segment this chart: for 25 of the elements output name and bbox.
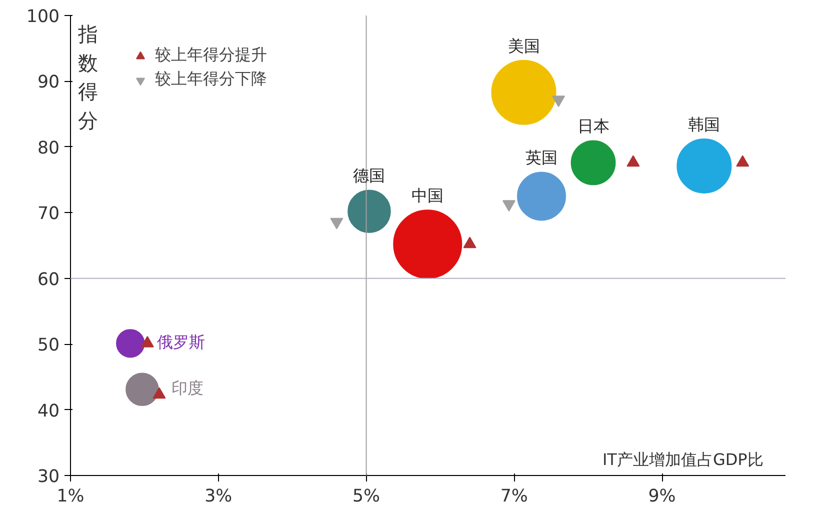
x-axis-title: IT产业增加值占GDP比 xyxy=(602,450,764,469)
series-label: 韩国 xyxy=(688,114,720,134)
y-tick-label: 80 xyxy=(37,138,60,158)
y-tick-label: 50 xyxy=(37,336,60,356)
y-tick-label: 40 xyxy=(37,401,60,422)
legend-label: 较上年得分提升 xyxy=(155,45,267,66)
x-tick-label: 5% xyxy=(352,486,380,506)
series-label: 印度 xyxy=(171,378,204,398)
y-tick-label: 70 xyxy=(37,204,60,224)
y-tick-label: 60 xyxy=(37,270,60,290)
series-label: 中国 xyxy=(412,186,444,206)
y-tick-label: 90 xyxy=(37,72,60,93)
x-tick-label: 3% xyxy=(204,486,232,506)
y-axis-title: 指数得分 xyxy=(76,22,98,132)
series-label: 德国 xyxy=(353,166,386,186)
x-tick-label: 7% xyxy=(500,486,528,506)
series-label: 美国 xyxy=(508,36,540,56)
y-tick-label: 100 xyxy=(26,7,60,27)
y-tick-label: 30 xyxy=(37,467,60,487)
series-label: 俄罗斯 xyxy=(157,332,206,352)
legend-label: 较上年得分下降 xyxy=(155,69,267,90)
series-label: 英国 xyxy=(526,148,558,168)
x-tick-label: 9% xyxy=(648,486,676,506)
series-label: 日本 xyxy=(577,116,610,136)
x-tick-label: 1% xyxy=(56,486,84,506)
